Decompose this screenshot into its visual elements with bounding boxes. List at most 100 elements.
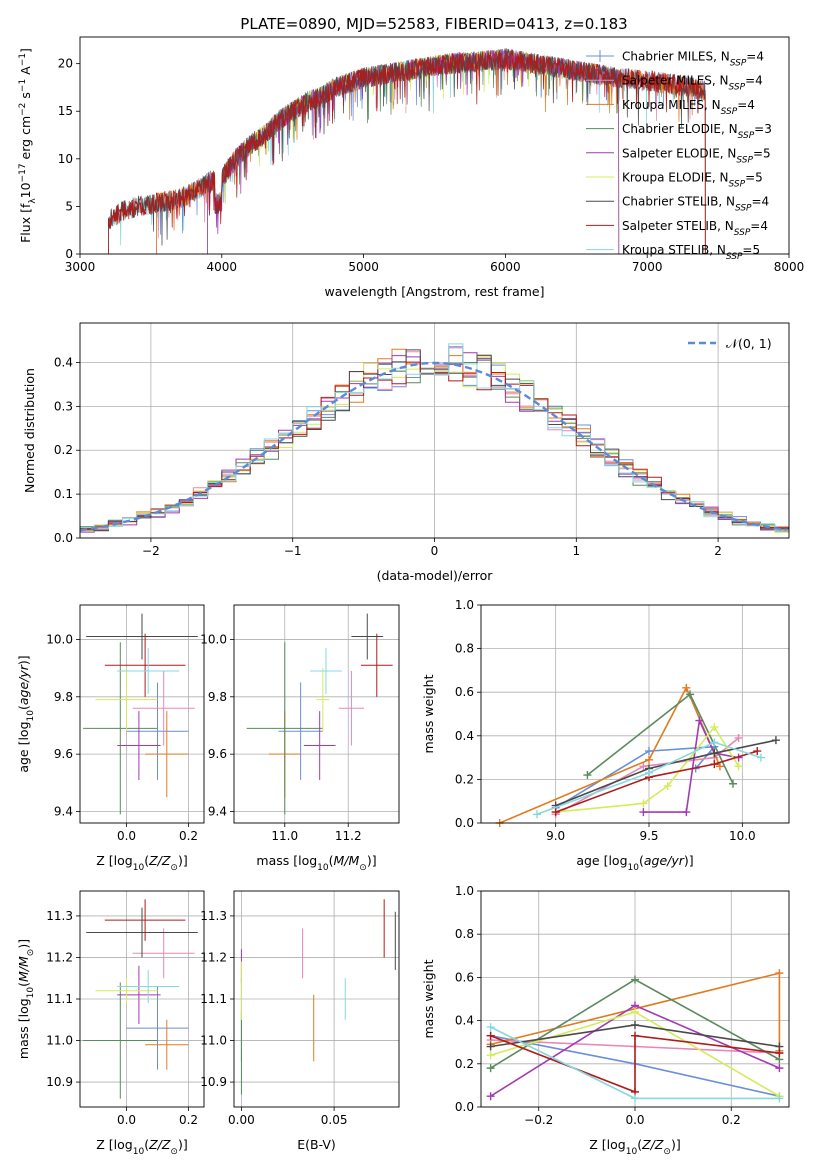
legend-entry: Salpeter STELIB, NSSP=4 [586, 219, 768, 238]
errorbar-point [83, 982, 158, 1099]
errorbar-point [316, 668, 330, 732]
axes-frame [480, 890, 790, 1108]
legend-label: Salpeter MILES, NSSP=4 [622, 74, 763, 93]
y-tick-label: 10 [58, 152, 73, 166]
legend-entry: Salpeter ELODIE, NSSP=5 [586, 146, 771, 165]
y-tick-label: 0.6 [455, 685, 474, 699]
y-tick-label: 9.4 [54, 805, 73, 819]
errorbar-point [360, 633, 393, 697]
data-point-marker [631, 1020, 639, 1029]
legend-entry: Kroupa ELODIE, NSSP=5 [586, 171, 763, 190]
y-tick-label: 0.0 [54, 531, 73, 545]
errorbar-point [95, 668, 158, 732]
errorbar-point [104, 899, 186, 941]
errorbar-point [117, 969, 180, 1004]
data-point-marker [486, 1092, 495, 1101]
errorbar-point [246, 642, 323, 815]
x-tick-label: −2 [142, 544, 160, 558]
x-tick-label: 0.0 [625, 1113, 644, 1127]
y-tick-label: 11.0 [46, 1034, 73, 1048]
legend-label: Chabrier ELODIE, NSSP=3 [622, 122, 772, 141]
x-tick-label: 11.2 [335, 829, 362, 843]
x-axis-label: E(B-V) [297, 1137, 336, 1152]
axes-frame [79, 890, 205, 1108]
series-kroupa-stelib [533, 738, 765, 819]
y-tick-label: 20 [58, 57, 73, 71]
data-point-marker [486, 1042, 495, 1051]
errorbar-point [117, 648, 180, 694]
x-tick-label: 6000 [490, 260, 521, 274]
data-point-marker [645, 768, 653, 777]
series-line [555, 739, 777, 807]
y-axis-label: Normed distribution [22, 368, 37, 493]
legend-label: Kroupa ELODIE, NSSP=5 [622, 171, 763, 190]
errorbar-point [132, 928, 195, 979]
y-axis-label: mass [log10(M/M⊙)] [16, 939, 36, 1059]
x-tick-label: 10.0 [729, 829, 756, 843]
legend-label: Chabrier MILES, NSSP=4 [622, 50, 764, 69]
axes-frame [233, 890, 400, 1108]
y-tick-label: 11.3 [46, 909, 73, 923]
data-point-marker [631, 975, 639, 984]
errorbar-point [145, 711, 189, 798]
data-point-marker [710, 738, 719, 747]
axes-spectrum: 3000 4000 5000 6000 7000 8000 0 5 10 15 20 [58, 57, 805, 274]
x-axis-label: Z [log10(Z/Z⊙)] [589, 1137, 680, 1157]
data-point-marker [533, 810, 541, 819]
axes-frame [480, 604, 790, 824]
y-tick-label: 11.2 [200, 950, 227, 964]
x-tick-label: 0.0 [117, 829, 136, 843]
errorbar-point [145, 1019, 189, 1070]
data-point-marker [775, 969, 784, 978]
legend-label: Kroupa MILES, NSSP=4 [622, 98, 755, 117]
x-tick-label: 0 [431, 544, 439, 558]
series-line [555, 750, 758, 813]
data-point-marker [639, 799, 648, 808]
y-tick-label: 9.4 [208, 805, 227, 819]
y-tick-label: 1.0 [455, 598, 474, 612]
data-point-marker [695, 716, 704, 725]
y-tick-label: 10.0 [46, 632, 73, 646]
normal-reference-curve [79, 361, 787, 532]
data-point-marker [631, 1031, 639, 1040]
data-point-marker [663, 781, 672, 790]
y-tick-label: 11.1 [200, 992, 227, 1006]
data-point-marker [639, 762, 648, 771]
errorbar-point [95, 978, 158, 1004]
x-tick-label: 0.2 [179, 1113, 198, 1127]
axes-age_vs_mass: 11.0 11.2 9.4 9.6 9.8 10.0 [200, 605, 399, 843]
legend-entry: Chabrier MILES, NSSP=4 [586, 50, 764, 69]
x-tick-label: 0.2 [722, 1113, 741, 1127]
data-point-marker [710, 749, 719, 758]
errorbar-point [278, 682, 323, 780]
data-point-marker [734, 733, 743, 742]
y-tick-label: 0.6 [455, 970, 474, 984]
series-chabrier-stelib [551, 736, 780, 810]
series-line [490, 1034, 780, 1094]
data-point-marker [753, 747, 762, 756]
data-point-marker [715, 762, 724, 771]
series-kroupa-stelib [486, 1023, 784, 1103]
data-point-marker [551, 808, 560, 817]
y-tick-label: 0.2 [54, 443, 73, 457]
legend-entry: Kroupa MILES, NSSP=4 [586, 98, 755, 117]
data-point-marker [710, 723, 719, 732]
errorbar-point [117, 965, 161, 1024]
x-axis-label: Z [log10(Z/Z⊙)] [96, 1137, 187, 1157]
y-tick-label: 11.2 [46, 950, 73, 964]
data-point-marker [775, 1049, 784, 1057]
y-tick-label: 0.0 [455, 1100, 474, 1114]
y-tick-label: 15 [58, 104, 73, 118]
y-tick-label: 0.8 [455, 642, 474, 656]
y-axis-label: mass weight [421, 674, 436, 753]
errorbar-point [86, 613, 198, 660]
data-point-marker [682, 808, 691, 817]
figure-title: PLATE=0890, MJD=52583, FIBERID=0413, z=0… [240, 15, 627, 33]
data-point-marker [757, 753, 765, 762]
legend-label: Salpeter STELIB, NSSP=4 [622, 219, 768, 238]
axes-frame [79, 36, 790, 255]
x-tick-label: 8000 [774, 260, 805, 274]
errorbar-point [104, 633, 186, 697]
x-tick-label: 2 [714, 544, 722, 558]
data-point-marker [486, 1023, 495, 1032]
